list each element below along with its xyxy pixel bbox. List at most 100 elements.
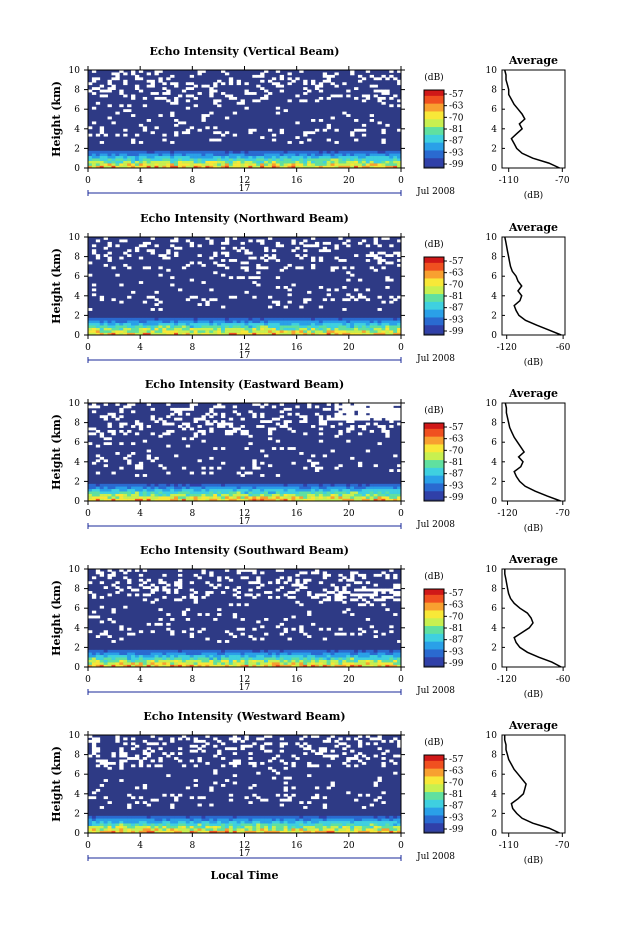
no-echo-cell — [189, 627, 195, 631]
echo-cell — [279, 483, 284, 487]
avg-x-tick-label: -120 — [497, 675, 517, 685]
no-echo-cell — [185, 412, 191, 416]
echo-cell — [357, 657, 363, 660]
echo-cell — [134, 491, 140, 494]
echo-cell — [228, 153, 234, 157]
no-echo-cell — [244, 249, 249, 253]
no-echo-cell — [381, 429, 386, 433]
echo-cell — [357, 483, 363, 487]
no-echo-cell — [240, 576, 245, 580]
echo-cell — [357, 654, 363, 658]
echo-cell — [111, 664, 116, 668]
no-echo-cell — [326, 573, 331, 577]
echo-cell — [287, 815, 292, 819]
no-echo-cell — [189, 241, 195, 245]
echo-cell — [111, 327, 116, 331]
echo-cell — [158, 330, 163, 333]
echo-cell — [115, 488, 120, 492]
no-echo-cell — [119, 466, 124, 470]
no-echo-cell — [311, 263, 316, 267]
no-echo-cell — [91, 432, 97, 436]
echo-cell — [189, 823, 194, 826]
echo-cell — [361, 165, 367, 169]
no-echo-cell — [142, 801, 148, 804]
no-echo-cell — [326, 249, 331, 253]
echo-cell — [318, 496, 324, 499]
echo-cell — [385, 818, 390, 822]
echo-cell — [158, 153, 163, 157]
no-echo-cell — [393, 412, 398, 416]
no-echo-cell — [354, 87, 359, 90]
no-echo-cell — [397, 295, 402, 299]
colorbar-tick-label: -57 — [449, 90, 464, 100]
echo-cell — [287, 654, 292, 658]
echo-cell — [314, 332, 320, 336]
echo-cell — [397, 483, 402, 487]
echo-cell — [271, 160, 277, 164]
no-echo-cell — [209, 471, 214, 475]
echo-cell — [283, 332, 288, 336]
echo-cell — [224, 160, 230, 164]
no-echo-cell — [232, 615, 238, 619]
echo-cell — [295, 815, 300, 819]
no-echo-cell — [236, 571, 241, 575]
echo-cell — [103, 823, 108, 826]
echo-cell — [217, 825, 222, 829]
echo-cell — [373, 330, 378, 333]
no-echo-cell — [275, 276, 281, 280]
no-echo-cell — [381, 128, 386, 132]
echo-cell — [314, 330, 320, 333]
no-echo-cell — [217, 79, 222, 83]
echo-cell — [334, 483, 339, 487]
echo-cell — [334, 828, 339, 831]
echo-cell — [314, 486, 320, 490]
no-echo-cell — [107, 412, 112, 416]
echo-cell — [107, 657, 112, 660]
echo-cell — [146, 823, 151, 826]
echo-cell — [334, 493, 339, 497]
no-echo-cell — [389, 469, 394, 472]
no-echo-cell — [326, 627, 331, 631]
echo-cell — [361, 828, 367, 831]
echo-cell — [369, 320, 374, 324]
no-echo-cell — [166, 583, 171, 587]
echo-cell — [107, 649, 112, 653]
no-echo-cell — [330, 425, 335, 428]
no-echo-cell — [299, 256, 304, 260]
echo-cell — [361, 654, 367, 658]
echo-cell — [393, 332, 398, 336]
no-echo-cell — [170, 630, 175, 634]
echo-cell — [361, 153, 367, 157]
echo-cell — [252, 657, 257, 660]
colorbar-segment — [424, 288, 444, 291]
no-echo-cell — [311, 425, 316, 428]
no-echo-cell — [224, 630, 230, 634]
echo-cell — [361, 496, 367, 499]
echo-cell — [103, 828, 108, 831]
echo-cell — [224, 486, 230, 490]
no-echo-cell — [162, 581, 167, 585]
echo-cell — [221, 664, 226, 668]
no-echo-cell — [397, 128, 402, 132]
echo-cell — [181, 820, 187, 824]
echo-cell — [209, 322, 214, 326]
echo-cell — [377, 332, 382, 336]
colorbar-segment — [424, 290, 444, 293]
echo-cell — [342, 828, 347, 831]
echo-cell — [193, 150, 198, 154]
echo-cell — [361, 330, 367, 333]
no-echo-cell — [228, 793, 234, 797]
colorbar-segment — [424, 284, 444, 287]
no-echo-cell — [91, 593, 97, 597]
no-echo-cell — [361, 133, 367, 137]
no-echo-cell — [201, 569, 206, 572]
echo-cell — [134, 830, 140, 834]
echo-cell — [307, 317, 312, 321]
colorbar-tick-label: -70 — [449, 113, 464, 123]
no-echo-cell — [357, 603, 363, 607]
echo-cell — [267, 150, 273, 154]
no-echo-cell — [131, 747, 136, 751]
echo-cell — [201, 160, 206, 164]
colorbar-segment — [424, 440, 444, 443]
